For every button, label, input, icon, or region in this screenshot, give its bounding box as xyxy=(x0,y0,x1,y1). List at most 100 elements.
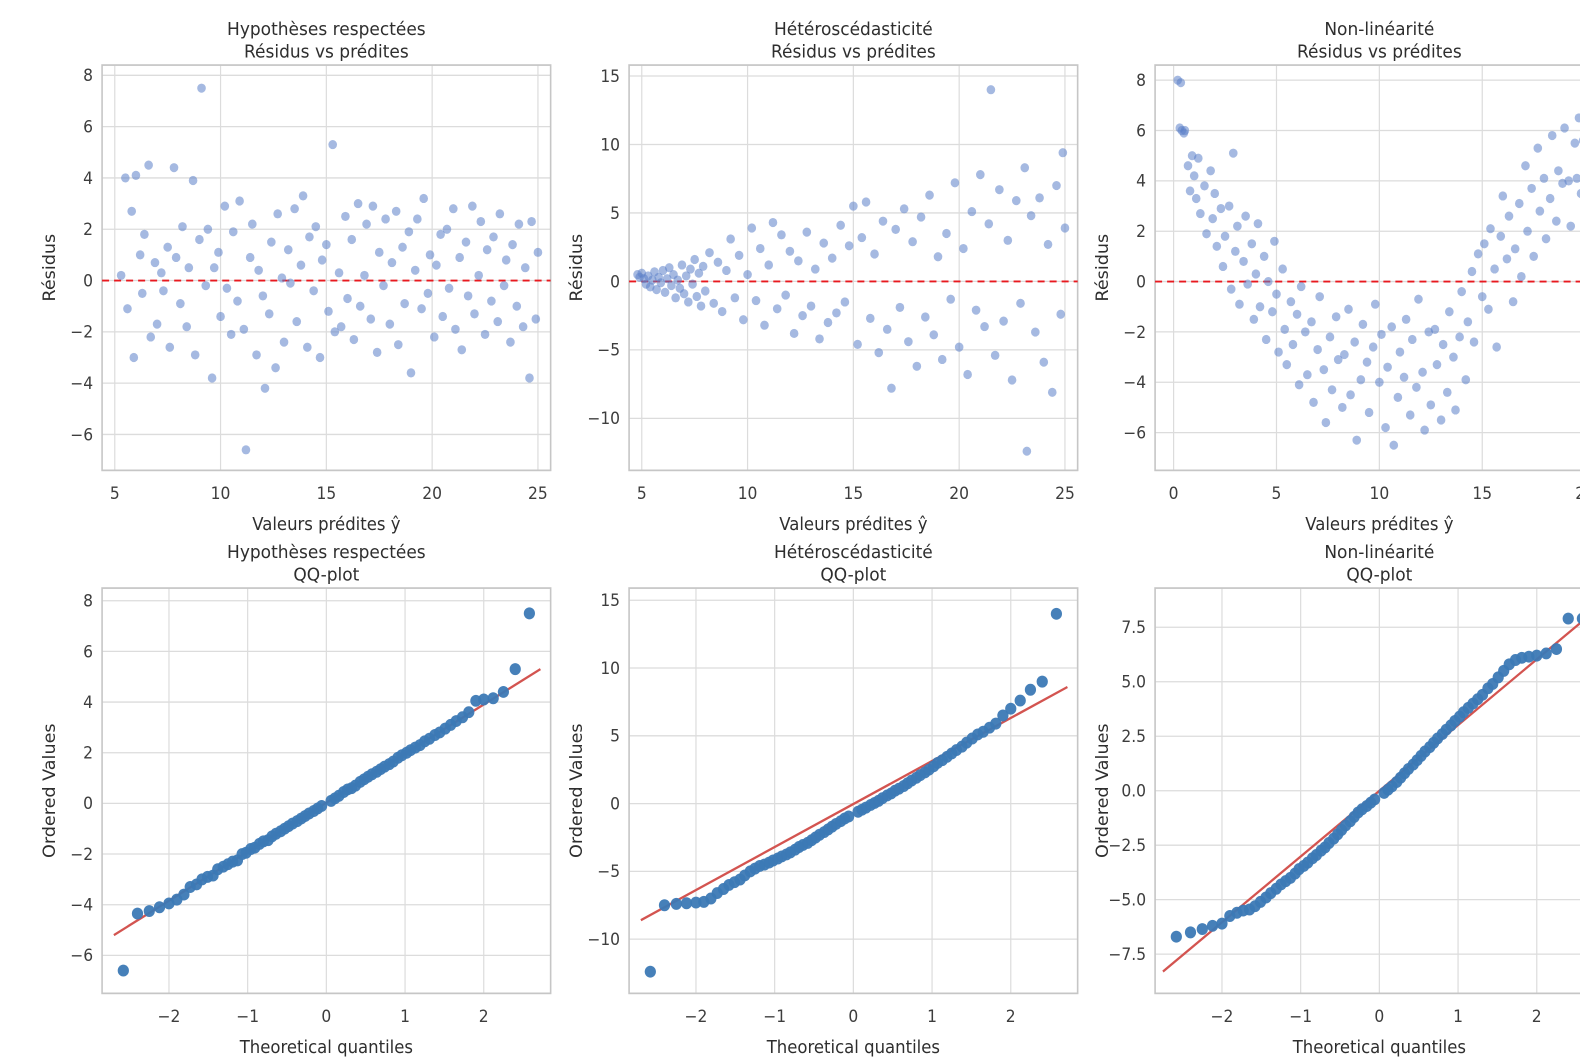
scatter-point xyxy=(1533,143,1543,153)
chart-title: Non-linéarité Résidus vs prédites xyxy=(1297,20,1462,63)
scatter-point xyxy=(1517,271,1526,282)
qq-point xyxy=(478,693,490,706)
scatter-point xyxy=(1022,446,1031,456)
scatter-point xyxy=(685,264,695,274)
scatter-point xyxy=(664,263,674,273)
scatter-point xyxy=(1221,231,1230,241)
scatter-point xyxy=(169,163,179,173)
scatter-point xyxy=(1509,297,1518,307)
scatter-point xyxy=(1457,287,1467,297)
scatter-point xyxy=(990,350,1000,360)
scatter-point xyxy=(1307,317,1317,327)
scatter-point xyxy=(203,224,213,234)
scatter-point xyxy=(1515,198,1524,209)
y-tick-label: −5 xyxy=(597,861,620,881)
scatter-point xyxy=(1301,327,1310,337)
scatter-point xyxy=(413,214,422,224)
scatter-point xyxy=(432,260,441,270)
scatter-point xyxy=(1527,183,1537,194)
y-tick-label: 0 xyxy=(610,794,620,814)
scatter-point xyxy=(1184,161,1193,171)
qq-point xyxy=(1577,612,1580,624)
y-tick-label: −4 xyxy=(70,374,93,394)
scatter-point xyxy=(810,264,820,274)
scatter-point xyxy=(1352,435,1362,445)
scatter-point xyxy=(738,315,748,325)
scatter-point xyxy=(1176,78,1186,88)
qq-point xyxy=(523,607,535,619)
scatter-point xyxy=(692,291,701,302)
chart-title: Non-linéarité QQ-plot xyxy=(1325,542,1435,585)
x-tick-label: 10 xyxy=(211,484,231,504)
x-tick-label: 15 xyxy=(843,484,863,504)
scatter-point xyxy=(216,311,225,322)
scatter-point xyxy=(368,201,378,211)
y-tick-label: −2 xyxy=(1124,322,1147,342)
scatter-point xyxy=(1449,352,1459,362)
qq-point xyxy=(131,907,144,920)
scatter-point xyxy=(423,288,433,298)
scatter-point xyxy=(286,278,295,288)
scatter-point xyxy=(994,185,1004,195)
y-tick-label: 4 xyxy=(83,168,93,188)
scatter-point xyxy=(360,270,369,280)
scatter-point xyxy=(1229,148,1238,158)
scatter-point xyxy=(1253,219,1263,229)
scatter-point xyxy=(362,219,371,229)
qq-point xyxy=(487,691,499,704)
scatter-point xyxy=(1309,397,1319,407)
scatter-point xyxy=(814,334,824,344)
scatter-point xyxy=(848,201,858,211)
scatter-point xyxy=(273,209,282,219)
scatter-point xyxy=(127,206,137,216)
scatter-point xyxy=(1480,239,1489,249)
scatter-point xyxy=(1056,309,1065,319)
scatter-point xyxy=(512,301,522,311)
scatter-point xyxy=(836,220,845,230)
scatter-point xyxy=(819,238,828,248)
y-tick-label: 7.5 xyxy=(1122,617,1147,637)
scatter-point xyxy=(886,383,896,393)
qq-point xyxy=(1369,793,1381,806)
scatter-point xyxy=(1233,221,1243,231)
y-tick-label: 8 xyxy=(1137,71,1147,91)
scatter-point xyxy=(1548,130,1557,141)
scatter-point xyxy=(670,293,680,303)
scatter-point xyxy=(1358,319,1368,329)
scatter-point xyxy=(852,339,862,349)
scatter-point xyxy=(1511,244,1520,254)
y-tick-label: −7.5 xyxy=(1109,944,1147,964)
scatter-point xyxy=(823,317,832,328)
qq-point xyxy=(644,965,656,978)
scatter-point xyxy=(891,224,900,234)
scatter-point xyxy=(785,246,794,256)
scatter-point xyxy=(1272,289,1282,299)
scatter-point xyxy=(662,274,672,284)
scatter-point xyxy=(226,329,236,339)
scatter-point xyxy=(933,252,942,262)
scatter-point xyxy=(1554,166,1564,176)
scatter-point xyxy=(190,350,200,360)
scatter-point xyxy=(1216,203,1226,214)
scatter-point xyxy=(751,295,760,306)
scatter-point xyxy=(1239,256,1249,267)
y-tick-label: 6 xyxy=(83,641,93,661)
scatter-point xyxy=(1313,344,1323,355)
scatter-point xyxy=(116,270,126,280)
scatter-point xyxy=(1328,385,1337,395)
scatter-point xyxy=(1496,231,1506,241)
scatter-point xyxy=(1426,400,1436,410)
scatter-point xyxy=(651,285,661,295)
scatter-point xyxy=(254,265,263,275)
y-tick-label: 2 xyxy=(83,743,93,763)
scatter-point xyxy=(482,245,492,255)
scatter-point xyxy=(417,304,426,314)
y-tick-label: 15 xyxy=(600,590,620,610)
scatter-point xyxy=(1463,317,1473,327)
scatter-point xyxy=(1418,367,1428,377)
x-axis-label: Valeurs prédites ŷ xyxy=(252,515,400,536)
y-tick-label: −10 xyxy=(587,929,620,949)
scatter-point xyxy=(233,296,242,306)
scatter-point xyxy=(381,214,390,224)
x-axis-label: Theoretical quantiles xyxy=(239,1037,413,1058)
